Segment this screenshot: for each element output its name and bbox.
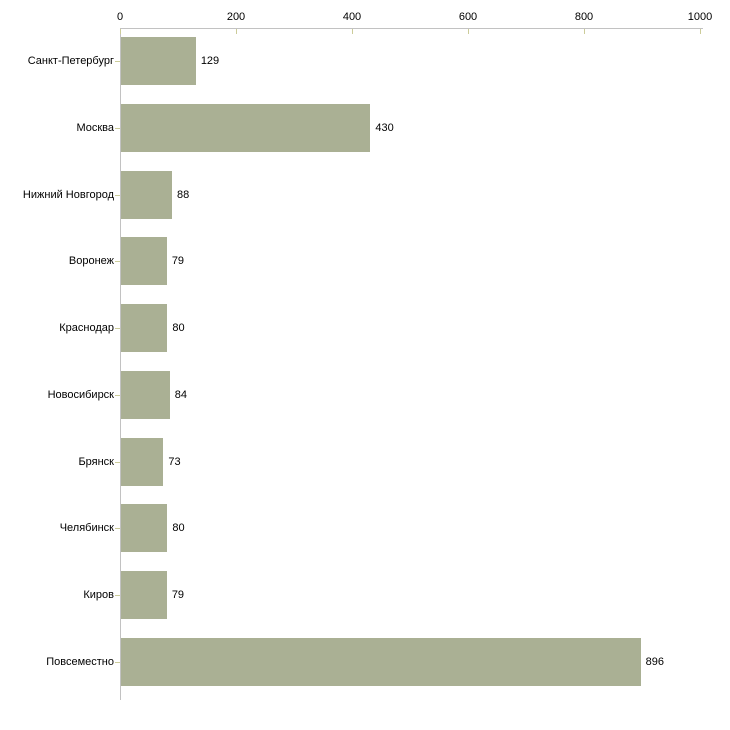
bar (121, 437, 164, 486)
x-axis-tick-label: 800 (574, 11, 594, 23)
x-axis-line (120, 28, 703, 29)
category-label: Брянск (78, 455, 114, 468)
category-label: Нижний Новгород (22, 188, 114, 201)
y-axis-tick-mark (115, 461, 120, 463)
x-axis-tick-mark (700, 29, 701, 34)
y-axis-tick-mark (115, 61, 120, 63)
value-label: 430 (375, 122, 394, 135)
bar (121, 637, 641, 686)
y-axis-line (120, 28, 121, 700)
x-axis-tick-mark (120, 29, 121, 34)
bar (121, 370, 170, 419)
value-label: 79 (171, 255, 185, 268)
category-label: Киров (83, 588, 114, 601)
bar (121, 237, 167, 286)
category-label: Москва (76, 122, 114, 135)
value-label: 88 (177, 188, 190, 201)
bar (121, 570, 167, 619)
x-axis-tick-label: 600 (458, 11, 478, 23)
x-axis-tick-label: 200 (226, 11, 246, 23)
bar (121, 104, 371, 153)
value-label: 73 (168, 455, 181, 468)
value-label: 79 (171, 588, 185, 601)
value-label: 80 (172, 522, 185, 535)
x-axis-tick-label: 0 (116, 11, 124, 23)
y-axis-tick-mark (115, 661, 120, 663)
y-axis-tick-mark (115, 528, 120, 530)
bar (121, 504, 168, 553)
category-label: Краснодар (59, 322, 114, 335)
y-axis-tick-mark (115, 261, 120, 263)
y-axis-tick-mark (115, 328, 120, 330)
category-label: Новосибирск (47, 388, 114, 401)
y-axis-tick-mark (115, 394, 120, 396)
value-label: 896 (645, 655, 665, 668)
x-axis-tick-mark (468, 29, 469, 34)
category-label: Челябинск (59, 522, 114, 535)
x-axis-tick-label: 1000 (687, 11, 713, 23)
category-label: Санкт-Петербург (27, 55, 114, 68)
bar (121, 170, 173, 219)
value-label: 84 (174, 388, 187, 401)
x-axis-tick-mark (236, 29, 237, 34)
x-axis-tick-mark (352, 29, 353, 34)
bar (121, 304, 168, 353)
category-label: Воронеж (68, 255, 114, 268)
y-axis-tick-mark (115, 128, 120, 130)
y-axis-tick-mark (115, 194, 120, 196)
x-axis-tick-label: 400 (342, 11, 362, 23)
x-axis-tick-mark (584, 29, 585, 34)
y-axis-tick-mark (115, 594, 120, 596)
category-label: Повсеместно (46, 655, 114, 668)
bar (121, 37, 196, 86)
value-label: 129 (200, 55, 220, 68)
value-label: 80 (172, 322, 185, 335)
